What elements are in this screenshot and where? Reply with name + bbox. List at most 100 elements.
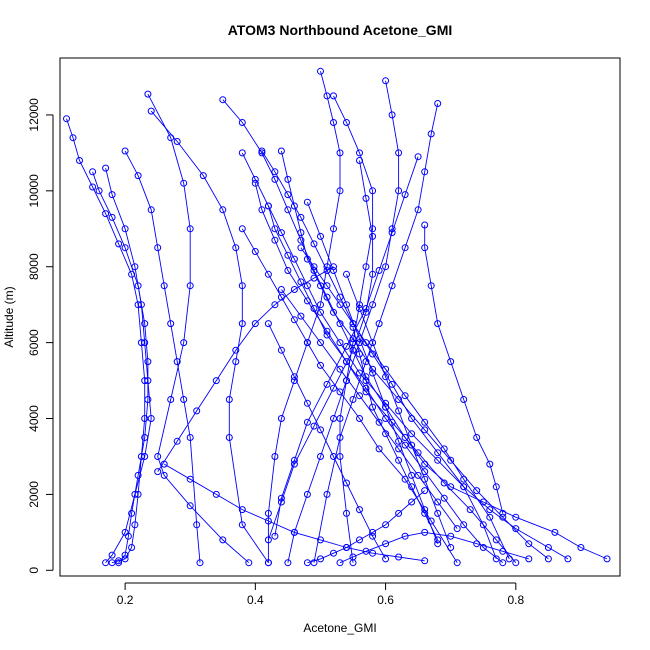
x-tick-label: 0.6 [377,593,394,607]
data-point [330,384,337,392]
data-point [317,426,324,434]
data-point [238,521,246,529]
data-point [382,555,390,563]
data-point [238,320,246,328]
data-point [290,255,298,263]
data-point [271,301,279,309]
data-point [492,536,500,544]
data-point [525,540,533,548]
series-line-25 [267,323,386,560]
data-point [264,202,272,210]
data-point [408,498,416,506]
data-point [212,490,220,498]
data-point [343,358,350,366]
data-point [349,346,357,354]
series-line-1 [66,118,146,564]
data-point [147,415,155,422]
data-point [277,498,285,506]
data-point [486,513,494,521]
data-point [460,483,468,491]
data-point [388,225,396,233]
data-point [369,528,377,536]
data-point [343,342,350,350]
data-point [290,286,298,293]
data-point [401,475,409,483]
data-point [277,415,285,422]
data-point [434,498,442,506]
data-point [447,532,455,540]
data-point [128,509,136,517]
data-point [336,434,344,441]
data-point [323,327,331,335]
data-point [271,225,279,233]
data-point [134,490,142,498]
data-point [492,555,500,563]
data-point [369,270,377,278]
data-point [102,559,110,567]
data-point [362,388,370,396]
series-line-30 [339,531,529,564]
data-point [323,282,331,290]
data-point [225,396,233,403]
data-point [434,320,442,328]
data-point [421,506,429,514]
data-point [303,198,311,206]
data-point [131,521,139,529]
data-point [284,267,292,274]
series-lines [66,71,608,564]
data-point [238,506,246,514]
data-point [414,449,422,457]
data-point [356,506,363,514]
series-line-18 [300,247,510,560]
data-point [102,210,110,218]
data-point [137,339,145,347]
data-point [564,555,572,563]
series-line-27 [157,266,334,472]
data-point [421,528,429,536]
data-point [303,255,311,263]
data-point [219,206,227,214]
data-point [388,282,396,290]
data-point [186,282,194,290]
data-point [199,172,207,180]
data-point [362,339,370,347]
data-point [544,555,552,563]
data-point [434,536,442,544]
data-point [303,339,311,347]
series-line-28 [163,463,425,562]
data-point [330,225,337,233]
data-point [76,157,83,164]
data-point [310,267,318,274]
data-point [440,445,448,453]
data-point [310,559,318,567]
data-point [382,540,390,548]
data-point [434,540,442,548]
data-point [408,430,416,438]
data-point [245,559,253,567]
data-point [271,175,279,183]
data-point [395,396,403,403]
data-point [343,301,350,309]
data-point [277,293,285,301]
data-point [290,377,298,385]
data-point [317,308,324,316]
data-point [356,335,363,343]
data-point [336,559,344,567]
data-point [343,544,350,551]
data-point [141,453,149,460]
data-point [395,407,403,415]
x-tick-label: 0.8 [507,593,524,607]
data-point [551,528,559,536]
data-point [264,320,272,328]
data-point [466,506,474,514]
data-point [89,168,97,176]
y-tick-label: 6000 [27,329,41,356]
data-point [356,305,363,312]
data-point [277,229,285,237]
data-point [317,301,324,309]
data-point [134,282,142,290]
data-point [160,471,168,479]
data-point [310,274,318,282]
data-point [577,544,585,551]
